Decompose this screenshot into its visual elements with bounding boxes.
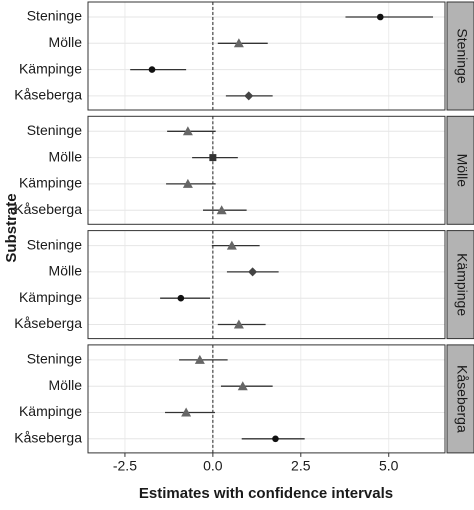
- category-label: Kåseberga: [14, 87, 82, 103]
- panel: [88, 344, 445, 453]
- panel-border: [87, 344, 446, 454]
- point: [248, 267, 258, 277]
- facet-strip: [446, 344, 474, 454]
- point: [272, 435, 279, 443]
- point: [376, 13, 384, 21]
- category-label: Mölle: [49, 377, 83, 393]
- facet-label: Kåseberga: [454, 365, 470, 433]
- x-tick-label: 0.0: [203, 458, 223, 474]
- facet-label: Kämpinge: [454, 253, 470, 316]
- category-label: Kämpinge: [19, 289, 82, 305]
- category-label: Kämpinge: [19, 60, 82, 76]
- point: [233, 38, 244, 48]
- y-axis-label: Substrate: [3, 193, 20, 262]
- point: [237, 381, 248, 391]
- point: [244, 91, 254, 101]
- x-tick-label: 2.5: [291, 458, 311, 474]
- point: [148, 66, 156, 73]
- category-label: Kåseberga: [14, 315, 82, 331]
- x-tick-label: 5.0: [379, 458, 399, 474]
- point: [226, 240, 237, 250]
- facet-strip: [446, 115, 474, 225]
- category-label: Kämpinge: [19, 403, 82, 419]
- point: [177, 294, 185, 302]
- point: [209, 154, 217, 162]
- panel-border: [87, 1, 446, 111]
- category-label: Mölle: [49, 34, 83, 50]
- point: [233, 319, 244, 329]
- facet-label: Steninge: [454, 28, 470, 83]
- point: [216, 205, 227, 215]
- panel: [88, 2, 445, 110]
- category-label: Mölle: [49, 263, 83, 279]
- panel: [88, 116, 445, 225]
- category-label: Kåseberga: [14, 201, 82, 217]
- category-label: Mölle: [49, 148, 83, 164]
- point: [182, 178, 193, 188]
- facet-label: Mölle: [454, 154, 470, 188]
- category-label: Kämpinge: [19, 175, 82, 191]
- point: [181, 407, 192, 417]
- category-label: Steninge: [27, 8, 82, 24]
- category-label: Kåseberga: [14, 430, 82, 446]
- x-tick-label: -2.5: [113, 458, 137, 474]
- panel: [88, 230, 445, 339]
- facet-strip: [446, 230, 474, 340]
- category-label: Steninge: [27, 236, 82, 252]
- point: [182, 126, 193, 136]
- category-label: Steninge: [27, 122, 82, 138]
- panel-border: [87, 115, 446, 225]
- point: [194, 354, 205, 364]
- category-label: Steninge: [27, 351, 82, 367]
- panel-border: [87, 230, 446, 340]
- x-axis-label: Estimates with confidence intervals: [139, 485, 393, 502]
- facet-strip: [446, 1, 474, 111]
